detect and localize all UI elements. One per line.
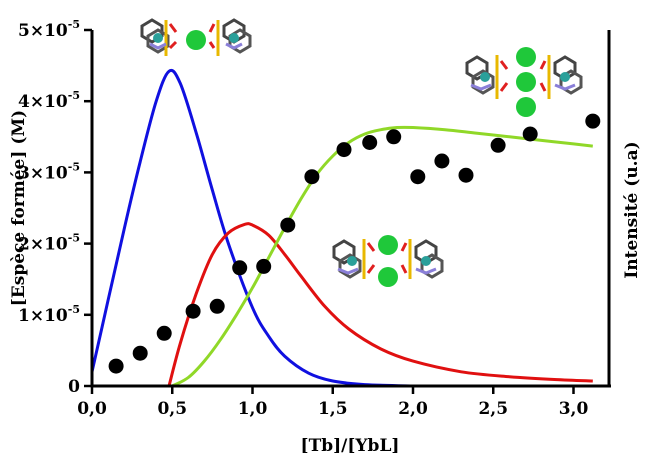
x-tick-label: 1,5 <box>318 399 348 419</box>
tb-ion <box>516 97 536 117</box>
tb-ion <box>516 72 536 92</box>
data-point <box>386 129 402 145</box>
x-tick-label: 0,5 <box>157 399 187 419</box>
series-line-2 <box>167 222 593 387</box>
data-point <box>362 135 378 150</box>
x-tick-label: 1,0 <box>238 399 268 419</box>
molecule-dimer-illustration <box>140 18 252 56</box>
x-axis-title: [Tb]/[YbL] <box>301 436 400 456</box>
data-point <box>108 358 124 374</box>
data-point <box>132 345 148 361</box>
x-tick-label: 2,0 <box>398 399 428 419</box>
data-point <box>522 126 538 142</box>
x-tick-label: 2,5 <box>478 399 508 419</box>
data-point <box>336 142 352 158</box>
molecule-tetramer-illustration <box>332 235 444 287</box>
data-point <box>156 325 172 341</box>
data-point <box>185 303 201 319</box>
data-point <box>434 153 450 169</box>
y-tick-label: 5×10-5 <box>18 18 80 41</box>
data-point <box>209 298 225 314</box>
y-tick-label: 0 <box>68 377 80 397</box>
data-point <box>280 217 296 233</box>
series-line-3 <box>171 125 593 388</box>
data-point <box>410 169 426 185</box>
y-tick-label: 3×10-5 <box>18 160 80 183</box>
y2-axis-title: Intensité (u.a) <box>622 141 642 278</box>
tb-ion <box>378 267 398 287</box>
y-tick-label: 2×10-5 <box>18 232 80 255</box>
data-point <box>585 113 601 129</box>
tb-ion <box>186 30 206 50</box>
x-ticks: 0,0 0,5 1,0 1,5 2,0 2,5 3,0 <box>77 386 588 419</box>
data-point <box>490 137 506 153</box>
data-point <box>458 167 474 183</box>
y-ticks: 0 1×10-5 2×10-5 3×10-5 4×10-5 5×10-5 <box>18 18 92 397</box>
tb-ion <box>378 235 398 255</box>
data-point <box>256 258 272 274</box>
series-line-1 <box>90 68 414 388</box>
ligand-cluster-right <box>208 18 252 56</box>
x-tick-label: 0,0 <box>77 399 107 419</box>
data-point <box>304 169 320 185</box>
y-tick-label: 1×10-5 <box>18 303 80 326</box>
tb-ion <box>516 47 536 67</box>
x-tick-label: 3,0 <box>559 399 589 419</box>
data-point <box>232 260 248 276</box>
ligand-cluster-left <box>140 18 178 56</box>
y-axis-title: [Espèce formée] (M) <box>9 110 29 306</box>
points-layer <box>108 113 601 374</box>
molecule-trimer-illustration <box>465 47 583 117</box>
y-tick-label: 4×10-5 <box>18 89 80 112</box>
